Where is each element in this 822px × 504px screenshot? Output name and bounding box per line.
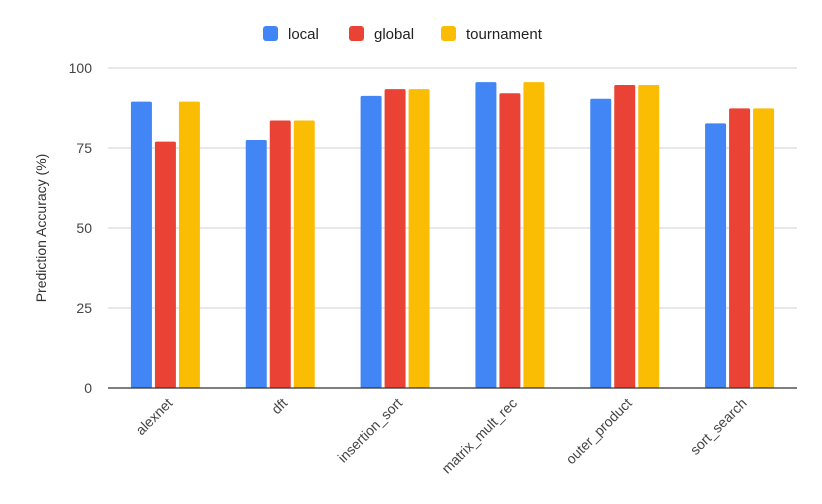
bar-tournament-insertion_sort	[408, 89, 430, 389]
x-tick-label: alexnet	[132, 395, 175, 438]
y-tick-label: 50	[76, 220, 92, 236]
bar-global-sort_search	[729, 108, 751, 388]
legend-label-global: global	[374, 26, 414, 43]
legend-swatch-local	[263, 26, 278, 41]
x-tick-label: outer_product	[562, 395, 634, 467]
bar-tournament-outer_product	[638, 84, 660, 389]
bar-tournament-matrix_mult_rec	[523, 82, 545, 388]
bar-tournament-dft	[293, 120, 315, 388]
bar-global-insertion_sort	[384, 89, 406, 389]
y-axis-title: Prediction Accuracy (%)	[33, 154, 49, 303]
legend-swatch-tournament	[441, 26, 456, 41]
bar-tournament-sort_search	[753, 108, 775, 388]
y-tick-label: 75	[76, 140, 92, 156]
bar-global-outer_product	[614, 84, 636, 389]
legend: local global tournament	[263, 26, 543, 43]
bar-local-outer_product	[590, 98, 612, 388]
bar-global-matrix_mult_rec	[499, 93, 521, 388]
y-axis-ticks: 0 25 50 75 100	[69, 60, 93, 396]
legend-label-local: local	[288, 26, 319, 43]
y-tick-label: 100	[69, 60, 93, 76]
y-tick-label: 25	[76, 300, 92, 316]
bar-local-sort_search	[705, 123, 727, 389]
x-tick-label: sort_search	[687, 395, 750, 458]
legend-label-tournament: tournament	[466, 26, 543, 43]
bar-global-alexnet	[154, 141, 176, 388]
bar-local-dft	[245, 140, 267, 388]
bar-local-insertion_sort	[360, 95, 382, 388]
x-tick-label: dft	[268, 395, 290, 417]
bar-local-alexnet	[130, 101, 152, 388]
bars	[130, 82, 775, 389]
grid-lines	[108, 67, 797, 309]
bar-tournament-alexnet	[178, 101, 200, 388]
bar-local-matrix_mult_rec	[475, 82, 497, 388]
x-tick-label: insertion_sort	[334, 395, 405, 466]
x-tick-label: matrix_mult_rec	[438, 395, 520, 477]
bar-global-dft	[269, 120, 291, 388]
x-axis-ticks: alexnet dft insertion_sort matrix_mult_rec o…	[132, 395, 749, 477]
y-tick-label: 0	[84, 380, 92, 396]
legend-swatch-global	[349, 26, 364, 41]
